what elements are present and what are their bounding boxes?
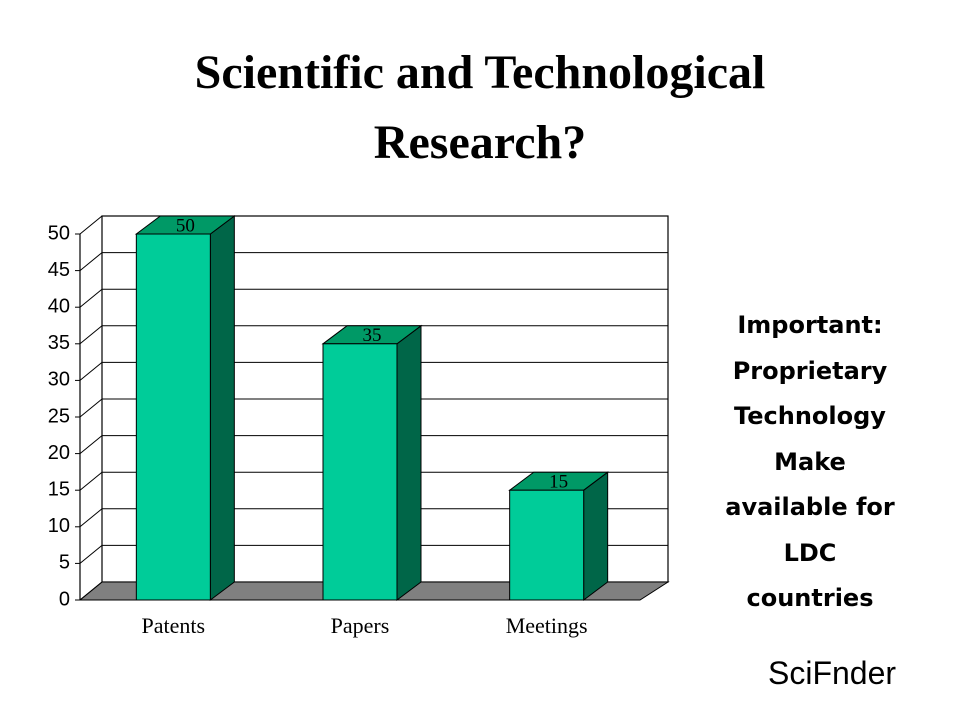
- footer: SciFnder: [768, 655, 897, 691]
- y-tick-label: 0: [59, 588, 70, 610]
- data-label: 35: [363, 325, 382, 346]
- y-tick-label: 35: [48, 332, 70, 354]
- grid-line: [79, 545, 103, 564]
- y-tick-label: 15: [48, 478, 70, 500]
- note-line: available for: [725, 493, 895, 521]
- x-tick-label: Meetings: [506, 613, 588, 638]
- y-tick-label: 30: [48, 369, 70, 391]
- note-line: Technology: [734, 402, 886, 430]
- data-label: 15: [549, 472, 568, 493]
- bar-front: [322, 343, 398, 601]
- bar-front: [509, 489, 585, 601]
- grid-line: [79, 252, 103, 271]
- grid-line: [79, 471, 103, 491]
- bar: [321, 324, 423, 601]
- bar-side: [583, 471, 609, 601]
- y-tick-label: 20: [48, 442, 70, 464]
- grid-line: [79, 398, 103, 418]
- y-tick-label: 40: [48, 295, 70, 317]
- note-line: Make: [774, 447, 846, 476]
- note-line: LDC: [783, 538, 837, 567]
- grid-line: [79, 362, 103, 381]
- y-tick-label: 10: [48, 515, 70, 537]
- x-tick-label: Papers: [331, 613, 390, 638]
- data-label: 50: [176, 215, 195, 236]
- bar-side: [209, 215, 235, 601]
- grid-line: [79, 508, 103, 528]
- grid-line: [79, 288, 103, 308]
- y-tick-label: 50: [48, 222, 70, 244]
- note-line: Important:: [737, 311, 883, 339]
- side-note: Important: Proprietary Technology Make avail…: [660, 303, 960, 622]
- bar: [508, 471, 610, 601]
- bar-front: [135, 233, 211, 601]
- y-tick-label: 25: [48, 405, 70, 427]
- chart-title: Scientific and Technological Research?: [194, 46, 766, 169]
- grid-line: [79, 581, 103, 601]
- note-line: countries: [746, 584, 874, 612]
- note-line: Proprietary: [732, 356, 888, 385]
- y-tick-label: 45: [48, 259, 70, 281]
- grid-line: [79, 215, 103, 235]
- grid-line: [79, 435, 103, 454]
- grid-line: [79, 325, 103, 345]
- bar: [134, 215, 236, 601]
- x-tick-label: Patents: [142, 613, 206, 638]
- y-tick-label: 5: [59, 552, 70, 574]
- bar-side: [396, 324, 422, 601]
